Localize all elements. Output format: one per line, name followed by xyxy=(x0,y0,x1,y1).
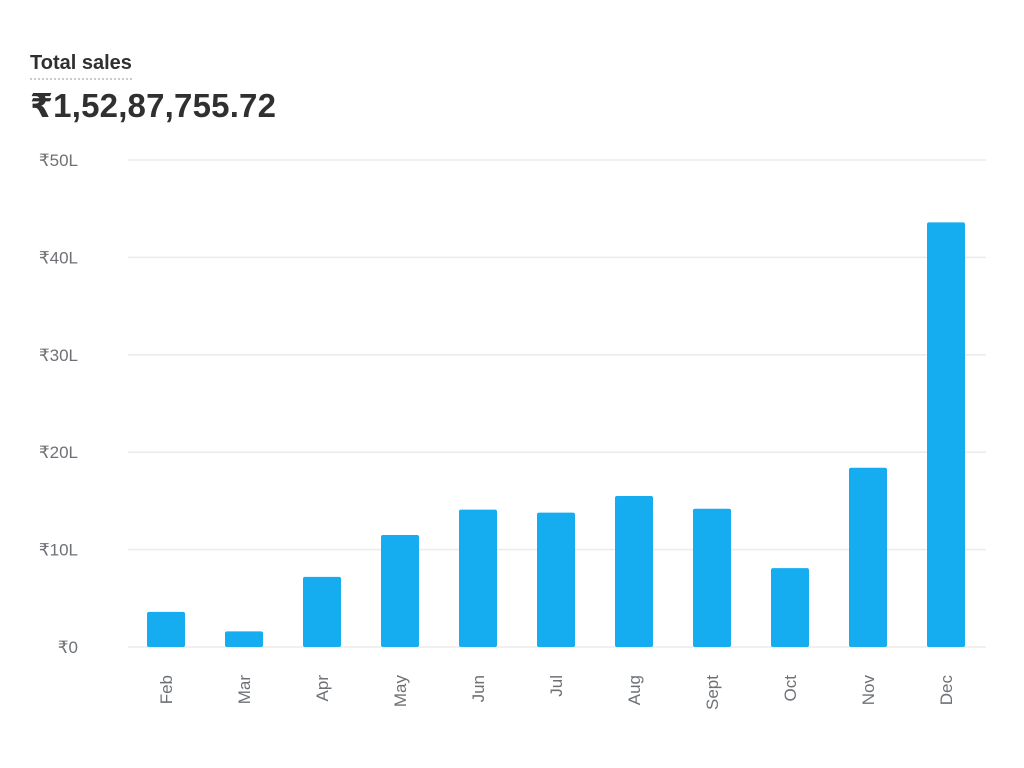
total-sales-title[interactable]: Total sales xyxy=(30,52,132,80)
x-tick-label: Feb xyxy=(157,675,176,704)
y-tick-label: ₹30L xyxy=(39,346,78,365)
bar-dec[interactable] xyxy=(927,222,965,647)
bar-apr[interactable] xyxy=(303,576,341,647)
total-sales-value: ₹1,52,87,755.72 xyxy=(30,87,277,124)
x-tick-label: Dec xyxy=(937,675,956,706)
bar-jun[interactable] xyxy=(459,509,497,647)
x-axis-ticks: Feb Mar Apr May Jun Jul Aug Sept Oct Nov Dec xyxy=(157,675,956,710)
x-tick-label: Mar xyxy=(235,675,254,705)
y-axis-ticks: ₹0 ₹10L ₹20L ₹30L ₹40L ₹50L xyxy=(39,151,78,657)
bar-mar[interactable] xyxy=(225,631,263,647)
x-tick-label: Aug xyxy=(625,675,644,705)
bar-nov[interactable] xyxy=(849,467,887,647)
x-tick-label: May xyxy=(391,675,410,708)
y-tick-label: ₹0 xyxy=(58,638,78,657)
card-header: Total sales ₹1,52,87,755.72 xyxy=(30,52,276,125)
x-tick-label: Jul xyxy=(547,675,566,697)
bar-aug[interactable] xyxy=(615,496,653,647)
bar-sept[interactable] xyxy=(693,508,731,647)
y-tick-label: ₹20L xyxy=(39,443,78,462)
y-tick-label: ₹10L xyxy=(39,541,78,560)
x-tick-label: Nov xyxy=(859,675,878,706)
bar-may[interactable] xyxy=(381,534,419,647)
bar-oct[interactable] xyxy=(771,568,809,647)
y-tick-label: ₹40L xyxy=(39,248,78,267)
bars xyxy=(147,222,965,647)
x-tick-label: Apr xyxy=(313,675,332,702)
y-tick-label: ₹50L xyxy=(39,151,78,170)
x-tick-label: Oct xyxy=(781,675,800,702)
x-tick-label: Sept xyxy=(703,675,722,710)
bar-jul[interactable] xyxy=(537,512,575,647)
bar-feb[interactable] xyxy=(147,611,185,647)
x-tick-label: Jun xyxy=(469,675,488,702)
